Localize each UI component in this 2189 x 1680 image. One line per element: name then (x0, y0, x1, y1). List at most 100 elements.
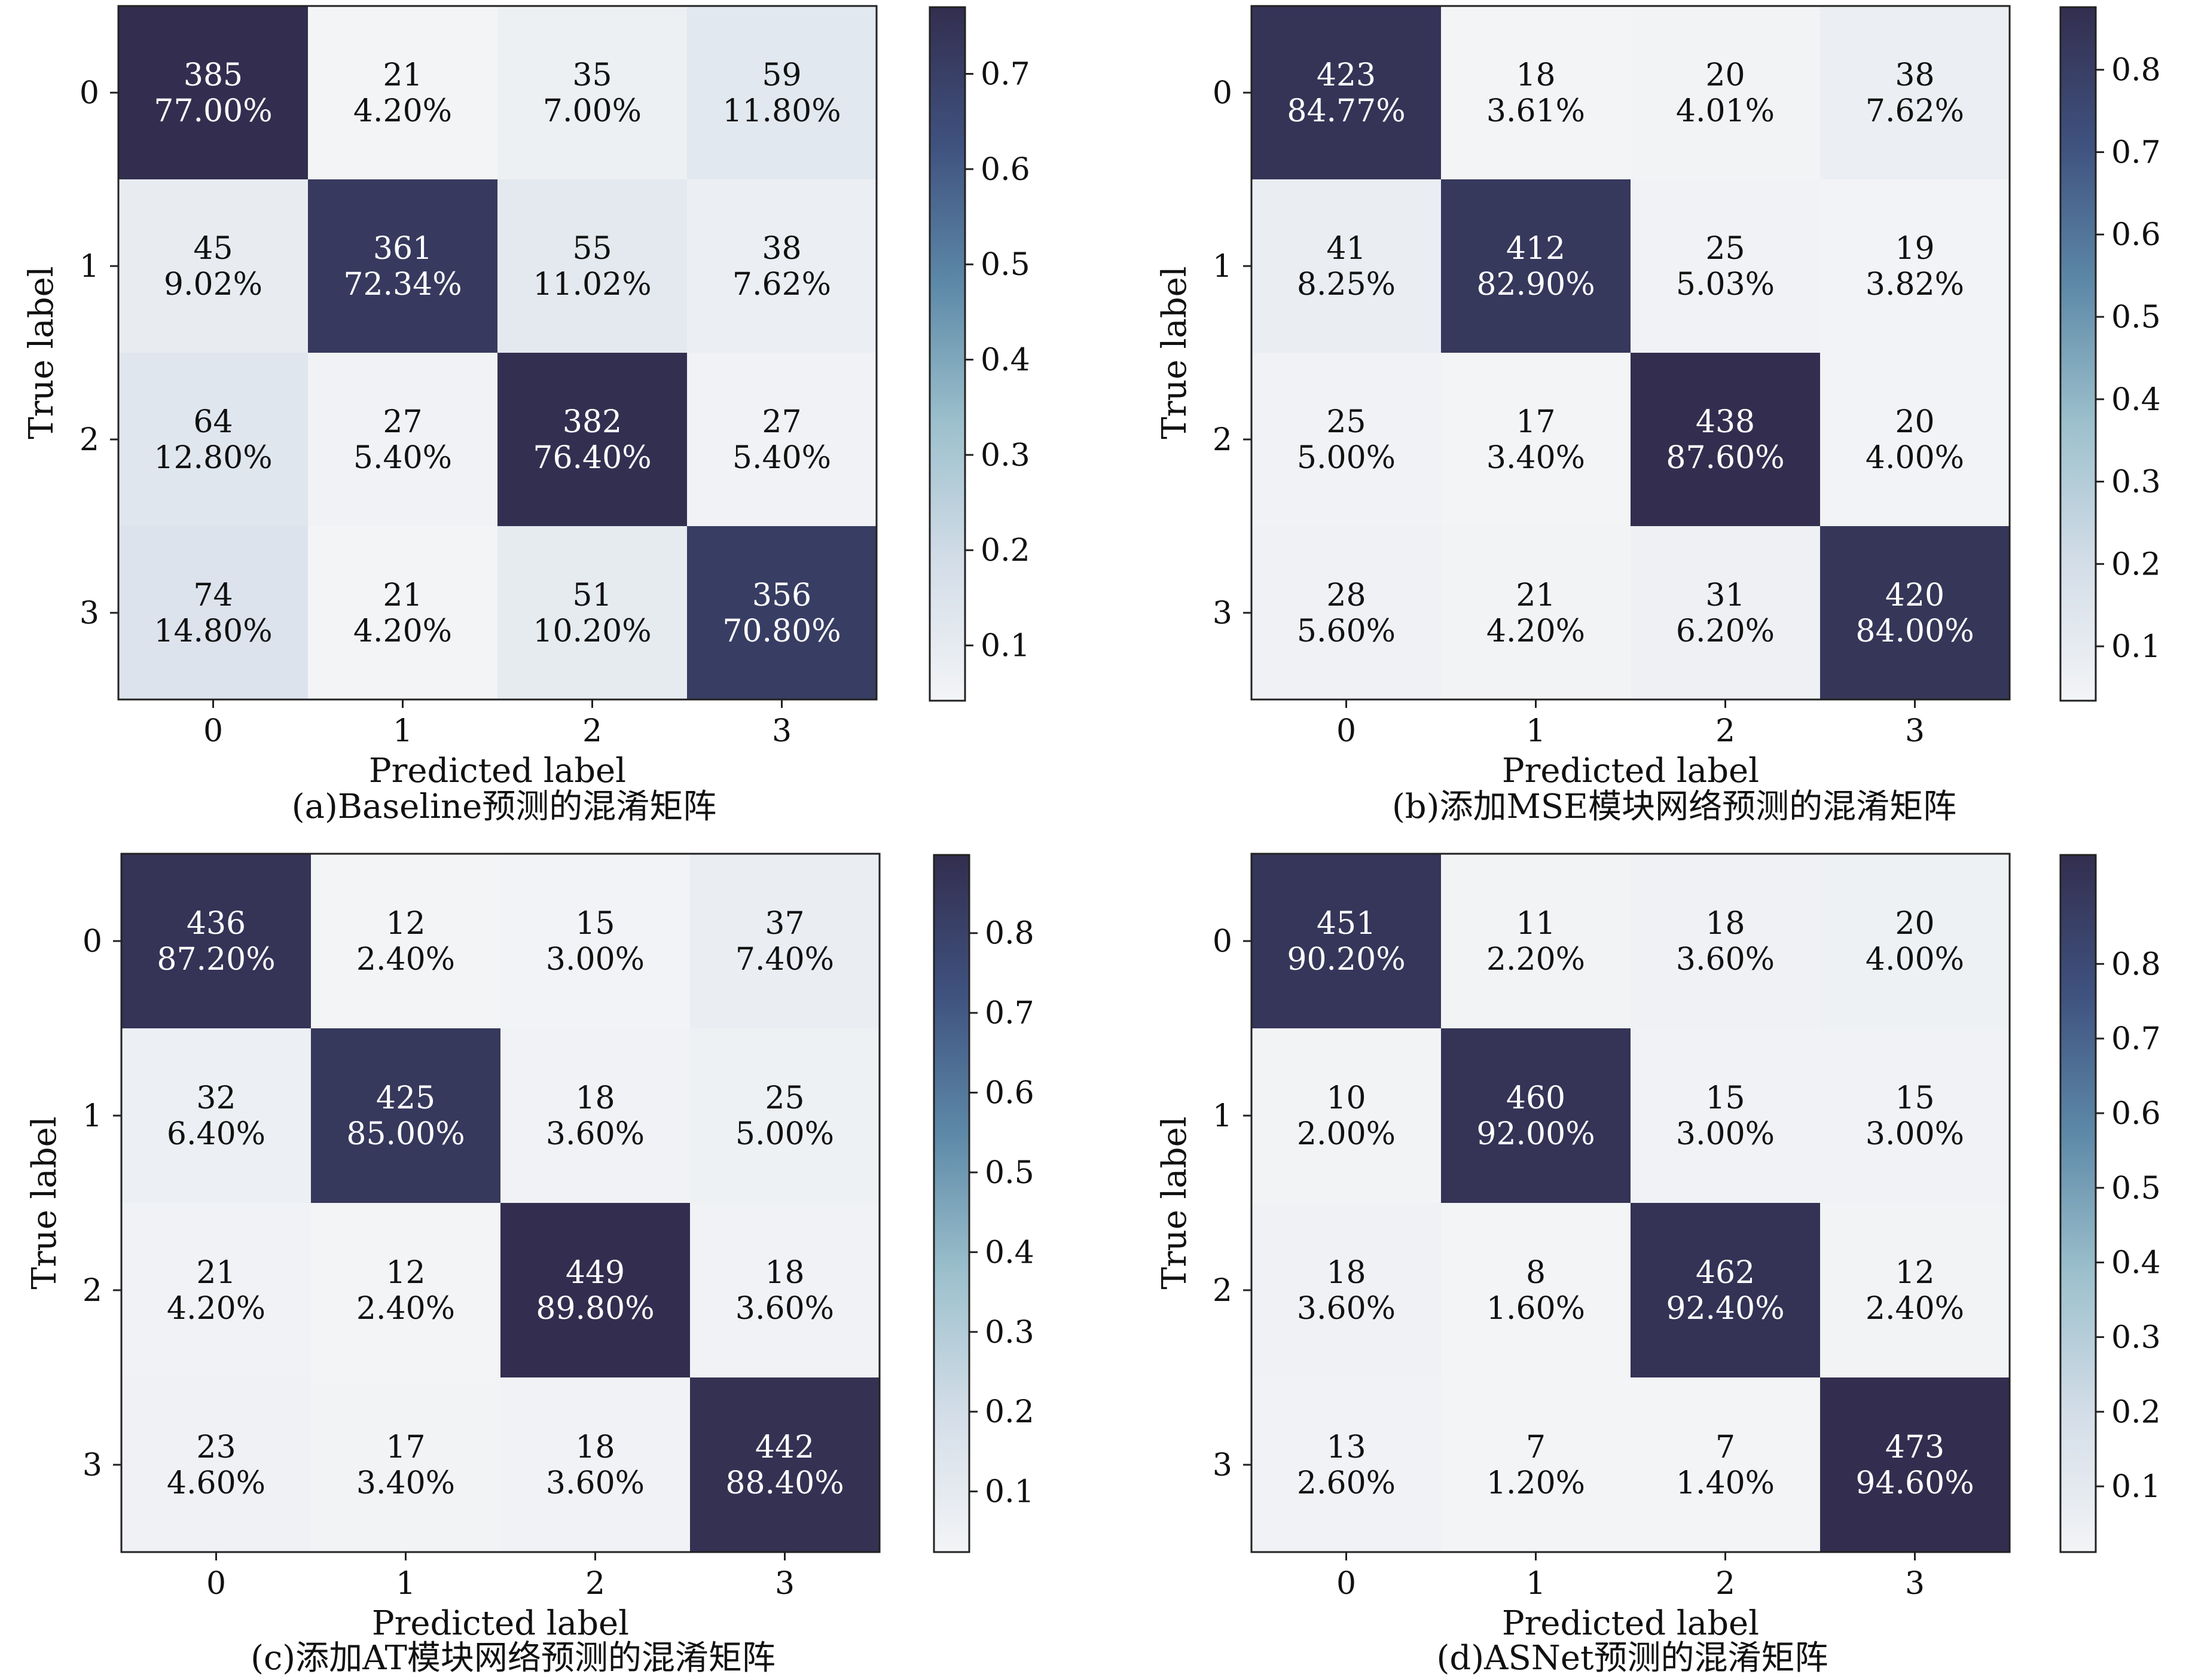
cell-count: 7 (1715, 1429, 1735, 1465)
y-tick-label: 3 (80, 595, 99, 631)
cell-count: 15 (575, 906, 615, 942)
cell-count: 31 (1705, 578, 1745, 613)
cell-percent: 2.00% (1297, 1116, 1396, 1152)
y-tick-label: 1 (83, 1098, 102, 1134)
matrix-cell (1251, 353, 1442, 527)
cell-count: 420 (1885, 578, 1944, 613)
cell-count: 423 (1317, 57, 1376, 93)
colorbar-tick-label: 0.4 (2111, 1245, 2161, 1281)
matrix-cell (1251, 1028, 1442, 1204)
cell-percent: 3.61% (1486, 93, 1585, 129)
cell-percent: 5.03% (1676, 267, 1775, 303)
cell-percent: 2.40% (1866, 1291, 1964, 1327)
y-tick-label: 1 (1213, 1098, 1232, 1134)
colorbar-tick-label: 0.1 (981, 628, 1030, 664)
y-tick-label: 3 (1213, 1447, 1232, 1483)
cell-count: 382 (563, 404, 622, 440)
colorbar-tick-label: 0.6 (2111, 1096, 2161, 1132)
colorbar-tick-label: 0.8 (2111, 53, 2161, 88)
colorbar-tick-label: 0.2 (2111, 546, 2161, 582)
cell-percent: 3.00% (1866, 1116, 1964, 1152)
confusion-matrix-panel-1: 42384.77%183.61%204.01%387.62%418.25%412… (1155, 5, 2161, 826)
matrix-cell (1820, 1203, 2010, 1378)
cell-percent: 87.20% (157, 942, 275, 978)
colorbar-tick-label: 0.8 (2111, 946, 2161, 982)
cell-count: 25 (1705, 231, 1745, 267)
colorbar-tick-label: 0.1 (2111, 1469, 2161, 1505)
matrix-cell (687, 526, 877, 700)
x-axis-label: Predicted label (372, 1604, 629, 1643)
cell-percent: 1.60% (1486, 1291, 1585, 1327)
cell-count: 25 (765, 1080, 804, 1116)
cell-count: 12 (386, 906, 425, 942)
cell-percent: 88.40% (725, 1465, 844, 1501)
cell-percent: 4.20% (353, 93, 452, 129)
x-tick-label: 2 (1715, 1566, 1735, 1602)
cell-percent: 2.40% (356, 1291, 455, 1327)
y-tick-label: 2 (80, 422, 99, 458)
matrix-cell (118, 353, 309, 527)
y-tick-label: 0 (80, 75, 99, 111)
matrix-cell (1820, 353, 2010, 527)
matrix-cell (500, 1377, 691, 1553)
cell-count: 18 (1326, 1255, 1366, 1291)
matrix-cell (500, 1203, 691, 1378)
matrix-cell (497, 526, 688, 700)
cell-count: 59 (762, 57, 801, 93)
cell-count: 20 (1895, 404, 1934, 440)
y-tick-label: 1 (1213, 249, 1232, 285)
y-axis-label: True label (1155, 266, 1194, 439)
cell-percent: 5.40% (732, 440, 831, 476)
matrix-cell (1631, 353, 1821, 527)
colorbar-tick-label: 0.2 (985, 1394, 1034, 1430)
colorbar-tick-label: 0.2 (2111, 1394, 2161, 1430)
matrix-cell (1441, 1028, 1631, 1204)
matrix-cell (308, 6, 498, 180)
cell-count: 385 (184, 57, 243, 93)
colorbar-tick-label: 0.1 (2111, 629, 2161, 665)
cell-percent: 7.40% (735, 942, 834, 978)
cell-count: 20 (1705, 57, 1745, 93)
colorbar-tick-label: 0.3 (2111, 465, 2161, 500)
cell-count: 10 (1326, 1080, 1366, 1116)
x-tick-label: 0 (203, 713, 223, 749)
x-axis-label: Predicted label (369, 752, 626, 790)
cell-percent: 89.80% (536, 1291, 654, 1327)
matrix-frame (120, 853, 881, 1553)
colorbar-tick-label: 0.3 (981, 438, 1030, 474)
cell-percent: 4.01% (1676, 93, 1775, 129)
colorbar-tick-label: 0.5 (2111, 300, 2161, 335)
colorbar (2059, 6, 2097, 702)
matrix-cell (308, 526, 498, 700)
cell-count: 23 (196, 1429, 236, 1465)
y-tick-label: 0 (1213, 924, 1232, 960)
cell-count: 74 (193, 578, 233, 613)
cell-count: 45 (193, 231, 233, 267)
cell-count: 18 (1516, 57, 1555, 93)
panel-caption: (d)ASNet预测的混淆矩阵 (1437, 1639, 1828, 1678)
cell-percent: 7.62% (732, 267, 831, 303)
matrix-frame (1250, 5, 2011, 701)
cell-count: 37 (765, 906, 804, 942)
cell-percent: 10.20% (533, 613, 651, 649)
cell-count: 18 (575, 1429, 615, 1465)
cell-count: 15 (1895, 1080, 1934, 1116)
cell-count: 17 (386, 1429, 425, 1465)
matrix-cell (1631, 526, 1821, 700)
cell-count: 21 (1516, 578, 1555, 613)
matrix-cell (690, 854, 880, 1029)
colorbar-tick-label: 0.7 (2111, 135, 2161, 170)
matrix-cell (1820, 526, 2010, 700)
cell-percent: 92.40% (1666, 1291, 1784, 1327)
matrix-cell (311, 854, 501, 1029)
matrix-cell (1631, 1203, 1821, 1378)
cell-percent: 9.02% (164, 267, 262, 303)
cell-count: 361 (373, 231, 432, 267)
colorbar-tick-label: 0.3 (985, 1315, 1034, 1351)
x-tick-label: 3 (1905, 713, 1925, 749)
cell-percent: 85.00% (346, 1116, 465, 1152)
matrix-cell (308, 353, 498, 527)
cell-count: 12 (1895, 1255, 1934, 1291)
cell-percent: 87.60% (1666, 440, 1784, 476)
cell-percent: 4.20% (1486, 613, 1585, 649)
